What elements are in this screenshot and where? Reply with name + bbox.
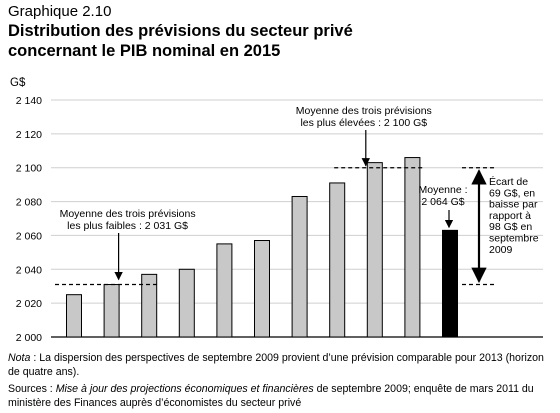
average-bar: [442, 229, 458, 338]
forecast-bar: [141, 273, 158, 338]
gap-annotation-line: 2009: [489, 244, 513, 256]
y-tick-label: 2 020: [16, 298, 42, 310]
sources-title: Mise à jour des projections économiques …: [55, 383, 314, 395]
sources-paragraph: Sources : Mise à jour des projections éc…: [8, 382, 556, 410]
forecast-bar: [216, 243, 233, 338]
y-tick-label: 2 000: [16, 332, 42, 344]
high-average-annotation-line1: Moyenne des trois prévisions: [296, 105, 432, 117]
gap-annotation-line: septembre: [489, 233, 539, 245]
y-tick-label: 2 060: [16, 230, 42, 242]
gap-annotation-line: 69 G$, en: [489, 187, 535, 199]
y-tick-label: 2 120: [16, 129, 42, 141]
y-tick-label: 2 080: [16, 197, 42, 209]
low-average-annotation-line1: Moyenne des trois prévisions: [60, 208, 196, 220]
note-label: Nota: [8, 352, 31, 364]
forecast-bar: [178, 268, 195, 338]
average-annotation-line2: 2 064 G$: [421, 196, 464, 208]
gap-annotation-line: baisse par: [489, 199, 538, 211]
low-average-annotation-line2: les plus faibles : 2 031 G$: [67, 220, 188, 232]
forecast-bar: [103, 284, 120, 338]
figure-label: Graphique 2.10: [8, 3, 112, 20]
high-average-annotation-line2: les plus élevées : 2 100 G$: [300, 117, 427, 129]
forecast-bar: [291, 195, 308, 338]
gap-annotation-line: 98 G$ en: [489, 221, 532, 233]
chart-notes: Nota : La dispersion des perspectives de…: [8, 351, 556, 413]
chart-title-line1: Distribution des prévisions du secteur p…: [8, 22, 353, 40]
average-annotation-line1: Moyenne :: [418, 184, 467, 196]
chart-title-line2: concernant le PIB nominal en 2015: [8, 42, 281, 60]
y-axis-label: G$: [10, 77, 26, 89]
forecast-bar: [254, 240, 270, 338]
forecast-bar: [366, 162, 383, 338]
bar-chart: G$ 2 000 2 020 2 040 2 060 2 080 2 100 2 120 2 1…: [10, 77, 543, 344]
chart-title: Distribution des prévisions du secteur p…: [8, 21, 548, 61]
forecast-bar: [66, 294, 82, 338]
forecast-bar: [329, 182, 346, 338]
gap-annotation-line: Écart de: [489, 175, 528, 188]
y-tick-label: 2 100: [16, 163, 42, 175]
note-paragraph: Nota : La dispersion des perspectives de…: [8, 351, 556, 379]
sources-text: de septembre 2009; enquête de mars 2011 …: [8, 383, 534, 409]
y-tick-label: 2 140: [16, 95, 42, 107]
y-tick-label: 2 040: [16, 264, 42, 276]
note-text: : La dispersion des perspectives de sept…: [8, 352, 544, 378]
gap-annotation-line: rapport à: [489, 210, 531, 222]
forecast-bar: [404, 157, 421, 338]
sources-label: Sources :: [8, 383, 56, 395]
